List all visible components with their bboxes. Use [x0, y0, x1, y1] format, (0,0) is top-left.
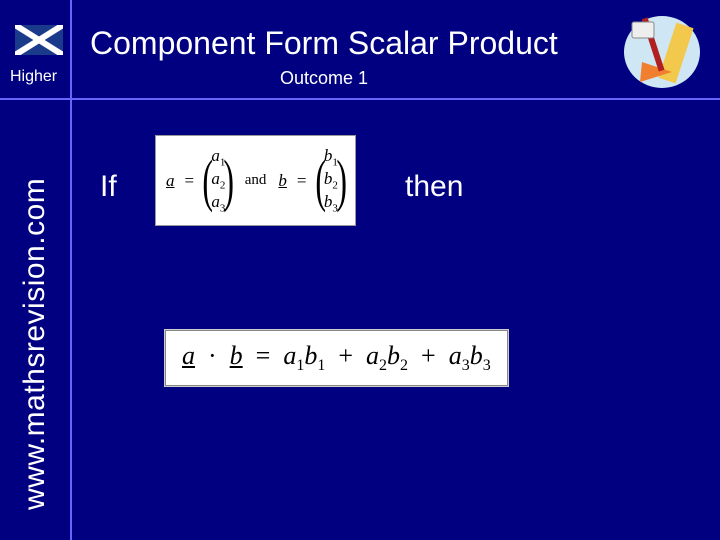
level-label: Higher	[10, 68, 57, 86]
and-label: and	[245, 172, 267, 189]
math-tools-icon	[622, 12, 702, 92]
scalar-product-formula: a · b = a1b1 + a2b2 + a3b3	[165, 330, 508, 386]
vector-a-column: ( a1 a2 a3 )	[204, 146, 233, 215]
page-title: Component Form Scalar Product	[90, 25, 558, 62]
horizontal-divider	[0, 98, 720, 100]
vector-a-name: a	[166, 171, 175, 191]
equals-sign: =	[297, 171, 307, 191]
sidebar-url: www.mathsrevision.com	[18, 178, 52, 510]
equals-sign: =	[185, 171, 195, 191]
then-label: then	[405, 170, 463, 204]
outcome-label: Outcome 1	[280, 68, 368, 89]
if-label: If	[100, 170, 117, 204]
vector-b-name: b	[278, 171, 287, 191]
vector-definition-box: a = ( a1 a2 a3 ) and b = ( b1 b2 b3 )	[155, 135, 356, 226]
vertical-divider	[70, 0, 72, 540]
vector-b-column: ( b1 b2 b3 )	[317, 146, 346, 215]
saltire-flag-icon	[15, 25, 63, 55]
